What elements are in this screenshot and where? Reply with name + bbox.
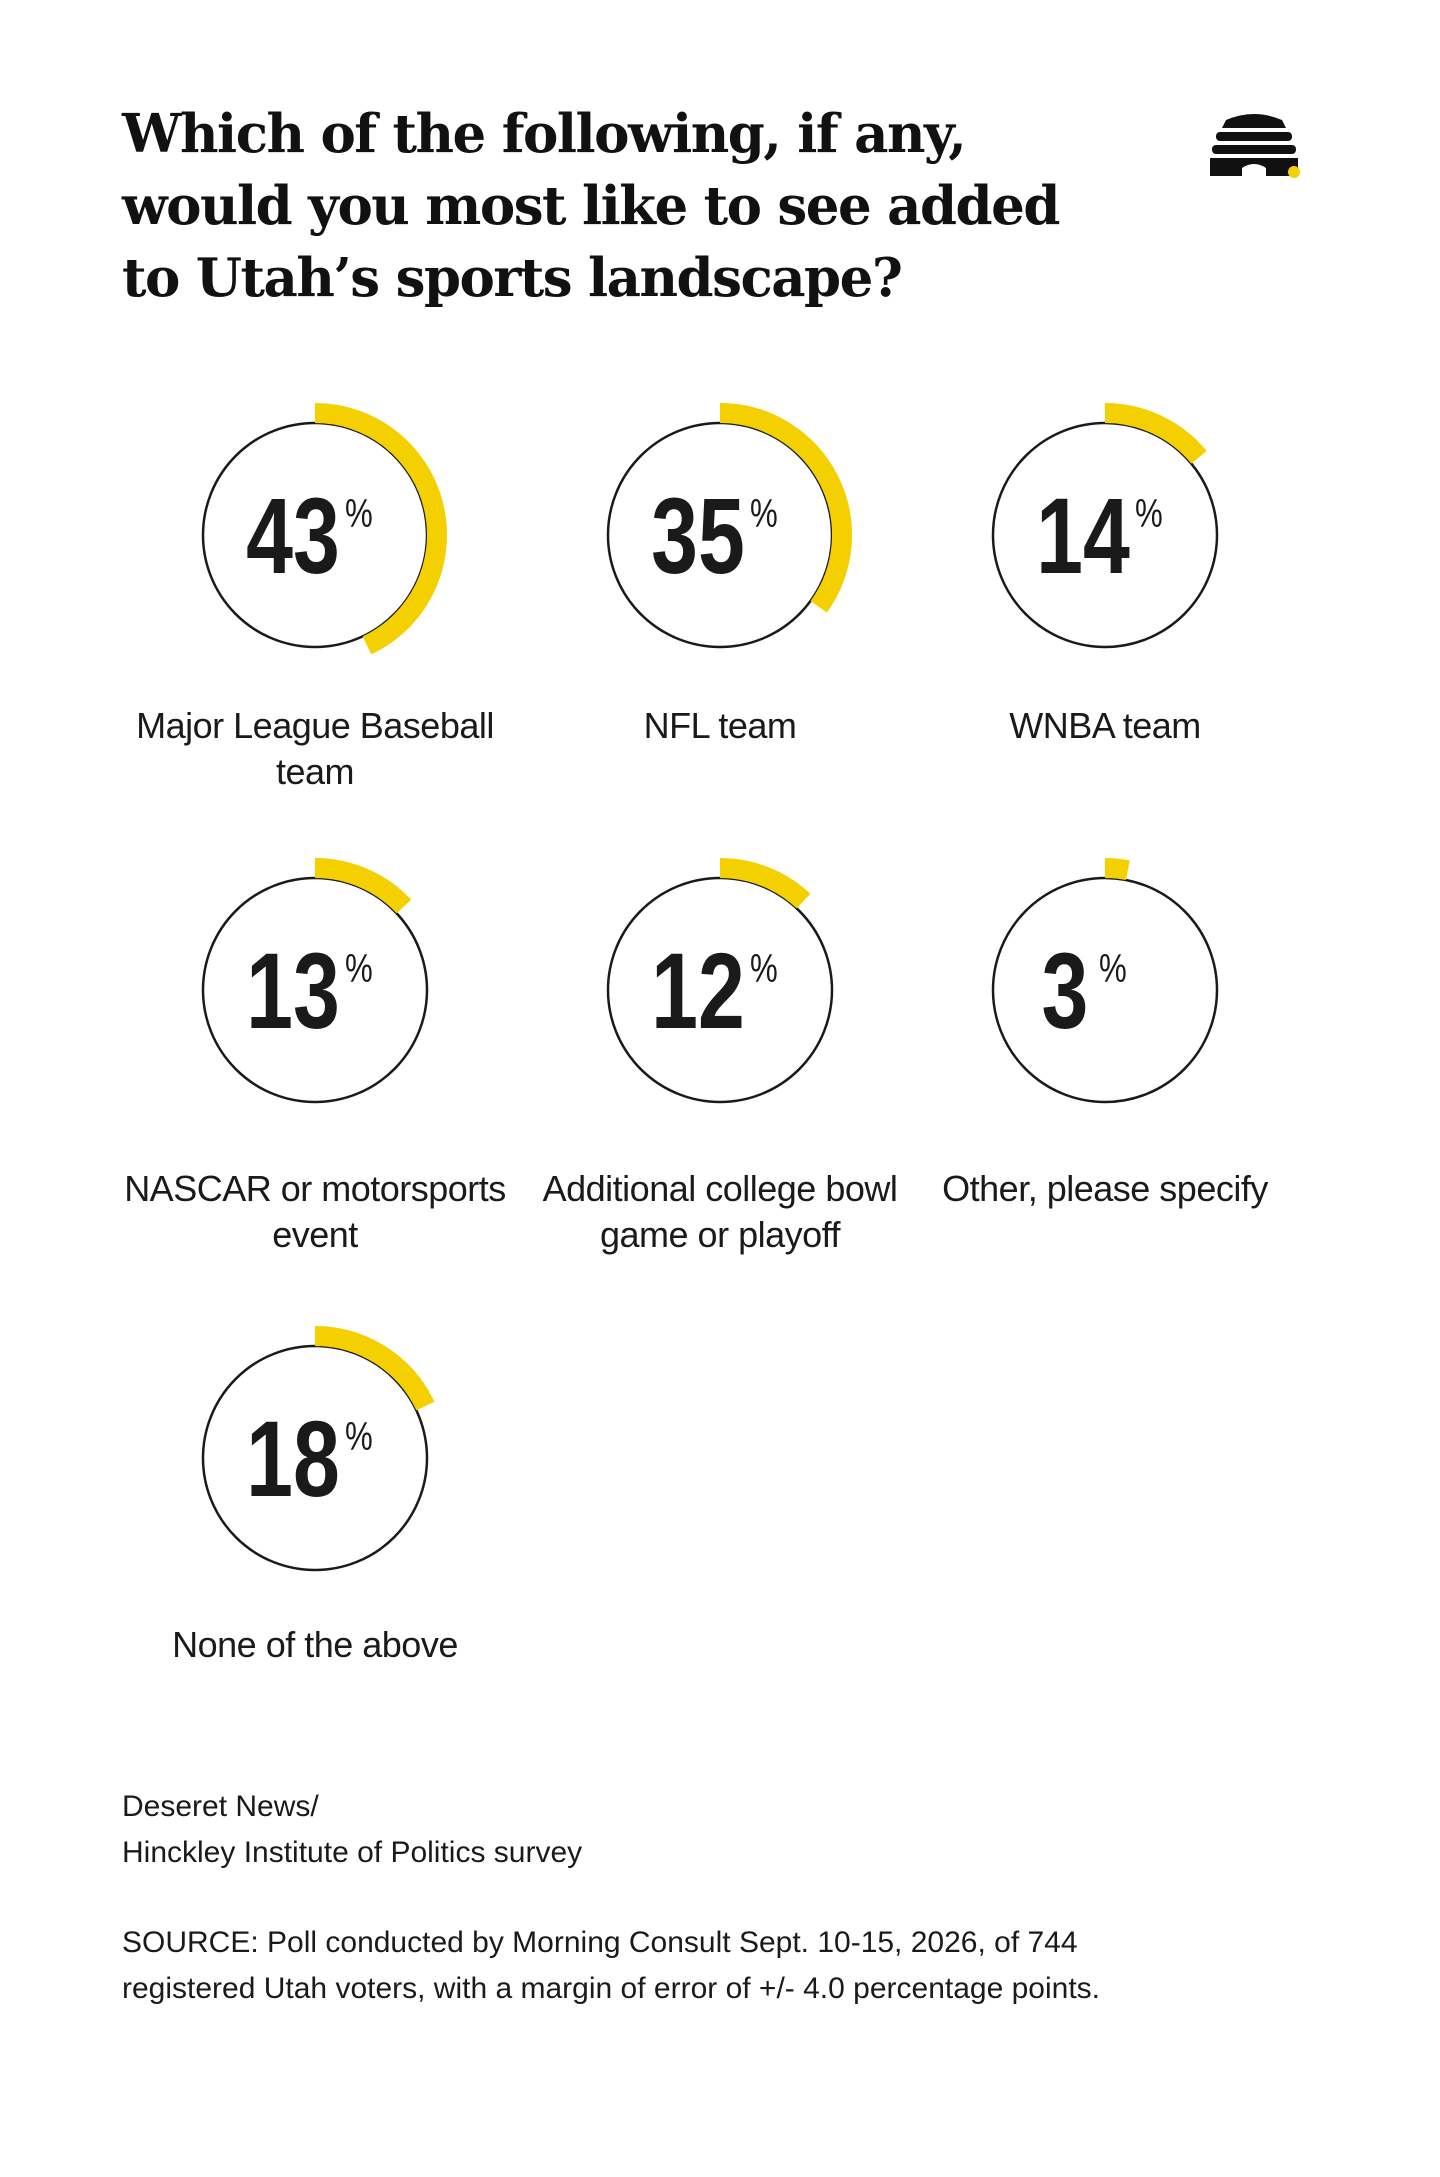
value-arc-nfl-team xyxy=(719,403,852,613)
value-arc-nascar-or-motorsports-event xyxy=(314,858,412,914)
percent-sign: % xyxy=(750,946,778,991)
gauge-other-please-specify: 3% xyxy=(991,858,1219,1104)
value-label-other-please-specify: 3 xyxy=(1042,930,1089,1052)
percent-sign: % xyxy=(345,946,373,991)
credit-line-1: Deseret News/ xyxy=(122,1790,319,1823)
donut-chart-area: 43% 35% 14 %13% 12% 3 %18% xyxy=(201,403,1219,1572)
percent-sign: % xyxy=(345,1414,373,1459)
gauge-wnba-team: 14% xyxy=(991,403,1219,649)
percent-sign: % xyxy=(345,491,373,536)
value-label-additional-college-bowl-game-or-playoff: 12 xyxy=(651,930,745,1052)
value-arc-wnba-team xyxy=(1104,403,1207,464)
value-arc-none-of-the-above xyxy=(314,1326,435,1411)
category-label-additional-college-bowl-game-or-playoff: Additional college bowl game or playoff xyxy=(542,1168,898,1255)
gauge-additional-college-bowl-game-or-playoff: 12% xyxy=(606,858,834,1104)
credit-line-2: Hinckley Institute of Politics survey xyxy=(122,1836,583,1869)
gauge-nfl-team: 35% xyxy=(606,403,852,649)
percent-sign: % xyxy=(1135,491,1163,536)
category-label-nfl-team: NFL team xyxy=(643,705,797,746)
gauge-major-league-baseball-team: 43% xyxy=(201,403,447,655)
gauge-none-of-the-above: 18% xyxy=(201,1326,435,1572)
source-line-2: registered Utah voters, with a margin of… xyxy=(122,1972,1100,2005)
percent-sign: % xyxy=(750,491,778,536)
value-label-major-league-baseball-team: 43 xyxy=(246,475,340,597)
percent-sign: % xyxy=(1099,946,1127,991)
category-label-none-of-the-above: None of the above xyxy=(172,1624,458,1665)
category-label-wnba-team: WNBA team xyxy=(1009,705,1201,746)
category-label-other-please-specify: Other, please specify xyxy=(942,1168,1268,1209)
category-label-nascar-or-motorsports-event: NASCAR or motorsports event xyxy=(124,1168,506,1255)
value-label-nascar-or-motorsports-event: 13 xyxy=(246,930,340,1052)
chart-title: Which of the following, if any, would yo… xyxy=(122,103,1060,309)
value-label-none-of-the-above: 18 xyxy=(246,1398,340,1520)
value-arc-other-please-specify xyxy=(1104,858,1130,881)
beehive-logo-icon xyxy=(1210,114,1300,178)
source-line-1: SOURCE: Poll conducted by Morning Consul… xyxy=(122,1926,1078,1959)
value-label-wnba-team: 14 xyxy=(1036,475,1130,597)
gauge-nascar-or-motorsports-event: 13% xyxy=(201,858,429,1104)
value-arc-major-league-baseball-team xyxy=(314,403,447,655)
value-label-nfl-team: 35 xyxy=(651,475,745,597)
value-arc-additional-college-bowl-game-or-playoff xyxy=(719,858,811,909)
category-label-major-league-baseball-team: Major League Baseball team xyxy=(136,705,494,792)
